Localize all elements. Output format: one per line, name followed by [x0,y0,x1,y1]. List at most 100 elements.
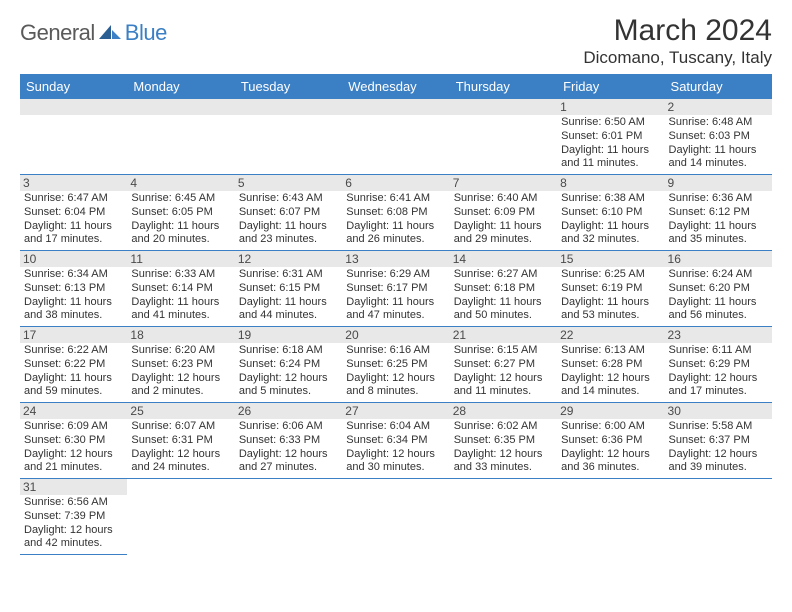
day-number: 23 [665,327,772,343]
sunset-text: Sunset: 6:12 PM [669,206,768,220]
day-details: Sunrise: 6:20 AMSunset: 6:23 PMDaylight:… [131,344,230,399]
daylight-text: Daylight: 12 hours and 14 minutes. [561,372,660,400]
day-number: 14 [450,251,557,267]
sunset-text: Sunset: 6:20 PM [669,282,768,296]
sunrise-text: Sunrise: 6:27 AM [454,268,553,282]
day-details: Sunrise: 6:09 AMSunset: 6:30 PMDaylight:… [24,420,123,475]
sunset-text: Sunset: 6:15 PM [239,282,338,296]
sunrise-text: Sunrise: 6:40 AM [454,192,553,206]
calendar-cell [127,479,234,555]
day-details: Sunrise: 6:38 AMSunset: 6:10 PMDaylight:… [561,192,660,247]
calendar-cell [342,479,449,555]
day-number: 5 [235,175,342,191]
calendar-row: 3Sunrise: 6:47 AMSunset: 6:04 PMDaylight… [20,175,772,251]
sunrise-text: Sunrise: 6:09 AM [24,420,123,434]
calendar-cell: 31Sunrise: 6:56 AMSunset: 7:39 PMDayligh… [20,479,127,555]
sunrise-text: Sunrise: 5:58 AM [669,420,768,434]
day-number: 26 [235,403,342,419]
day-details: Sunrise: 6:31 AMSunset: 6:15 PMDaylight:… [239,268,338,323]
weekday-header-row: Sunday Monday Tuesday Wednesday Thursday… [20,74,772,99]
logo-text-general: General [20,20,95,46]
empty-day [127,99,234,115]
sunrise-text: Sunrise: 6:13 AM [561,344,660,358]
calendar-row: 1Sunrise: 6:50 AMSunset: 6:01 PMDaylight… [20,99,772,175]
calendar-cell [665,479,772,555]
day-number: 8 [557,175,664,191]
day-details: Sunrise: 6:07 AMSunset: 6:31 PMDaylight:… [131,420,230,475]
day-number: 18 [127,327,234,343]
calendar-cell: 10Sunrise: 6:34 AMSunset: 6:13 PMDayligh… [20,251,127,327]
daylight-text: Daylight: 12 hours and 24 minutes. [131,448,230,476]
day-number: 29 [557,403,664,419]
weekday-header: Thursday [450,74,557,99]
day-number: 11 [127,251,234,267]
sunrise-text: Sunrise: 6:45 AM [131,192,230,206]
daylight-text: Daylight: 12 hours and 17 minutes. [669,372,768,400]
calendar-cell: 9Sunrise: 6:36 AMSunset: 6:12 PMDaylight… [665,175,772,251]
calendar-cell: 24Sunrise: 6:09 AMSunset: 6:30 PMDayligh… [20,403,127,479]
calendar-cell: 4Sunrise: 6:45 AMSunset: 6:05 PMDaylight… [127,175,234,251]
day-details: Sunrise: 6:56 AMSunset: 7:39 PMDaylight:… [24,496,123,551]
sunset-text: Sunset: 6:23 PM [131,358,230,372]
sunrise-text: Sunrise: 6:11 AM [669,344,768,358]
daylight-text: Daylight: 12 hours and 36 minutes. [561,448,660,476]
sunrise-text: Sunrise: 6:00 AM [561,420,660,434]
daylight-text: Daylight: 12 hours and 39 minutes. [669,448,768,476]
day-number: 12 [235,251,342,267]
day-details: Sunrise: 6:48 AMSunset: 6:03 PMDaylight:… [669,116,768,171]
sunset-text: Sunset: 6:07 PM [239,206,338,220]
day-number: 7 [450,175,557,191]
sunset-text: Sunset: 6:22 PM [24,358,123,372]
day-number: 2 [665,99,772,115]
calendar-row: 31Sunrise: 6:56 AMSunset: 7:39 PMDayligh… [20,479,772,555]
calendar-cell: 18Sunrise: 6:20 AMSunset: 6:23 PMDayligh… [127,327,234,403]
daylight-text: Daylight: 12 hours and 2 minutes. [131,372,230,400]
calendar-cell: 17Sunrise: 6:22 AMSunset: 6:22 PMDayligh… [20,327,127,403]
calendar-row: 24Sunrise: 6:09 AMSunset: 6:30 PMDayligh… [20,403,772,479]
sunrise-text: Sunrise: 6:07 AM [131,420,230,434]
day-details: Sunrise: 6:27 AMSunset: 6:18 PMDaylight:… [454,268,553,323]
daylight-text: Daylight: 12 hours and 21 minutes. [24,448,123,476]
day-number: 30 [665,403,772,419]
daylight-text: Daylight: 11 hours and 44 minutes. [239,296,338,324]
calendar-cell: 27Sunrise: 6:04 AMSunset: 6:34 PMDayligh… [342,403,449,479]
sunrise-text: Sunrise: 6:22 AM [24,344,123,358]
day-number: 3 [20,175,127,191]
sunrise-text: Sunrise: 6:15 AM [454,344,553,358]
sunrise-text: Sunrise: 6:31 AM [239,268,338,282]
daylight-text: Daylight: 11 hours and 35 minutes. [669,220,768,248]
calendar-cell: 15Sunrise: 6:25 AMSunset: 6:19 PMDayligh… [557,251,664,327]
sunset-text: Sunset: 6:14 PM [131,282,230,296]
calendar-row: 17Sunrise: 6:22 AMSunset: 6:22 PMDayligh… [20,327,772,403]
day-number: 21 [450,327,557,343]
sunrise-text: Sunrise: 6:25 AM [561,268,660,282]
day-number: 24 [20,403,127,419]
daylight-text: Daylight: 11 hours and 56 minutes. [669,296,768,324]
daylight-text: Daylight: 12 hours and 42 minutes. [24,524,123,552]
day-details: Sunrise: 6:25 AMSunset: 6:19 PMDaylight:… [561,268,660,323]
logo-sail-icon [99,22,121,45]
empty-day [20,99,127,115]
weekday-header: Wednesday [342,74,449,99]
calendar-cell: 30Sunrise: 5:58 AMSunset: 6:37 PMDayligh… [665,403,772,479]
calendar-cell: 20Sunrise: 6:16 AMSunset: 6:25 PMDayligh… [342,327,449,403]
day-details: Sunrise: 6:00 AMSunset: 6:36 PMDaylight:… [561,420,660,475]
day-number: 16 [665,251,772,267]
sunrise-text: Sunrise: 6:41 AM [346,192,445,206]
daylight-text: Daylight: 11 hours and 32 minutes. [561,220,660,248]
daylight-text: Daylight: 11 hours and 59 minutes. [24,372,123,400]
daylight-text: Daylight: 11 hours and 26 minutes. [346,220,445,248]
day-number: 17 [20,327,127,343]
day-details: Sunrise: 6:45 AMSunset: 6:05 PMDaylight:… [131,192,230,247]
sunset-text: Sunset: 6:18 PM [454,282,553,296]
sunset-text: Sunset: 6:31 PM [131,434,230,448]
sunset-text: Sunset: 6:33 PM [239,434,338,448]
daylight-text: Daylight: 12 hours and 8 minutes. [346,372,445,400]
calendar-cell: 29Sunrise: 6:00 AMSunset: 6:36 PMDayligh… [557,403,664,479]
calendar-cell [342,99,449,175]
day-details: Sunrise: 6:34 AMSunset: 6:13 PMDaylight:… [24,268,123,323]
empty-day [450,99,557,115]
sunrise-text: Sunrise: 6:29 AM [346,268,445,282]
sunset-text: Sunset: 6:08 PM [346,206,445,220]
daylight-text: Daylight: 11 hours and 38 minutes. [24,296,123,324]
